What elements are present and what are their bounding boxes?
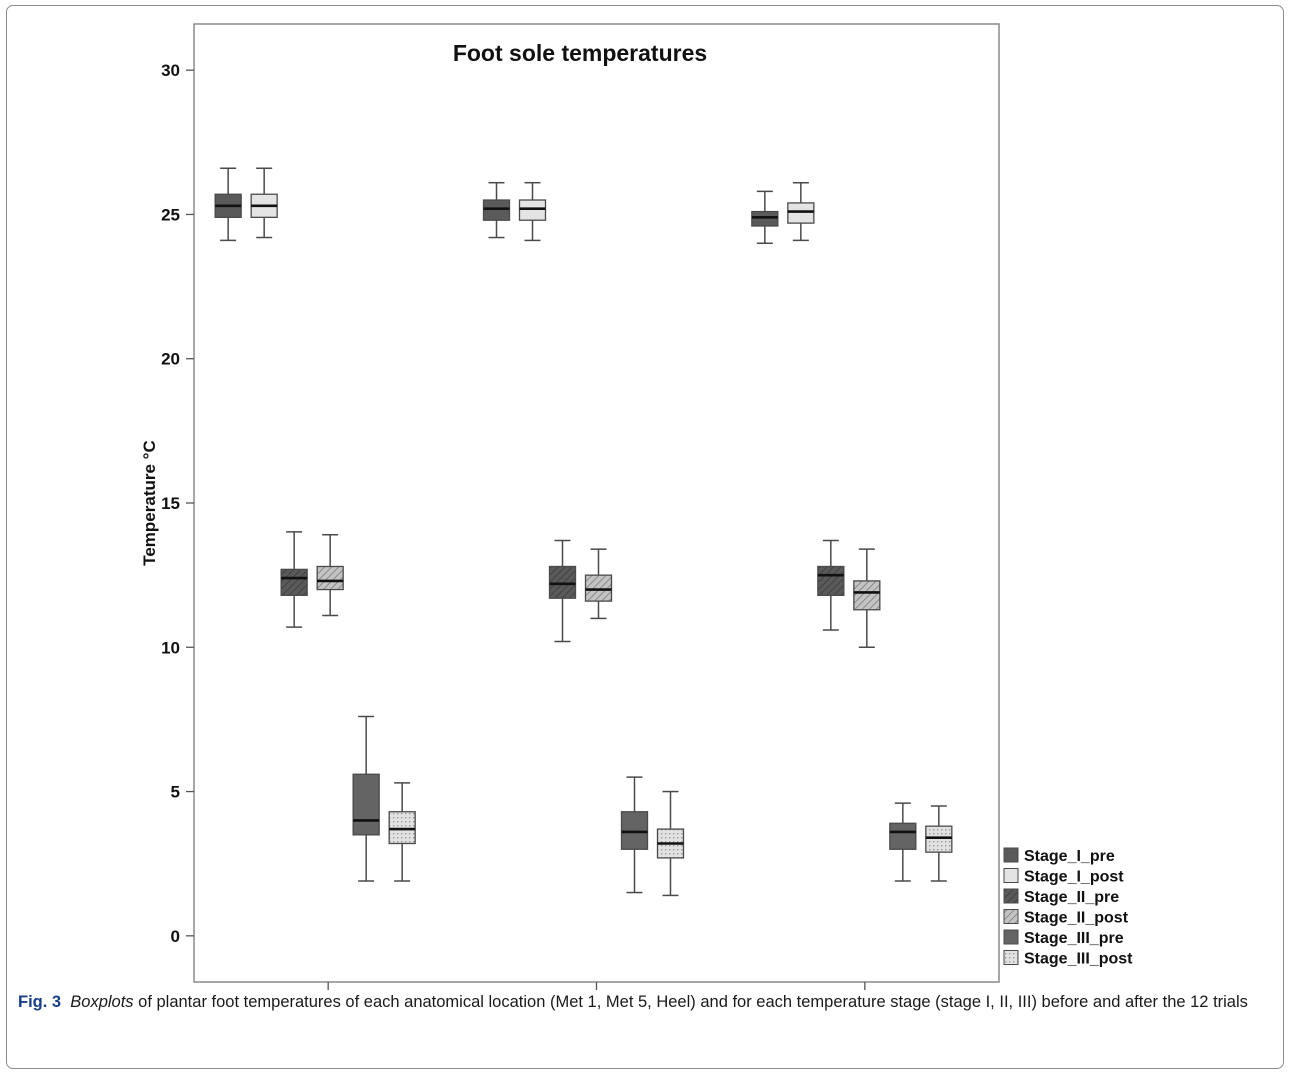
y-axis: 0 5 10 15 20 25 30 (161, 61, 194, 946)
box-iqr (352, 773, 380, 836)
y-tick-label: 20 (161, 350, 180, 369)
legend-swatch (1003, 868, 1019, 883)
box-Stage_II_post-Met-1 (316, 533, 344, 617)
box-iqr (388, 811, 416, 845)
boxplot-chart: Foot sole temperatures Temperature °C 0 5… (140, 23, 1133, 990)
plot-area (193, 23, 1000, 983)
box-iqr (482, 199, 511, 221)
box-iqr (817, 565, 845, 596)
legend-swatch (1003, 909, 1019, 924)
legend-label: Stage_II_pre (1024, 889, 1119, 906)
box-iqr (584, 574, 613, 602)
box-Stage_III_pre-Met-5 (620, 776, 649, 894)
box-Stage_II_post-Met-5 (584, 548, 613, 620)
box-Stage_III_post-Met-5 (656, 790, 685, 897)
box-iqr (853, 580, 881, 611)
box-Stage_I_pre-Met-5 (482, 181, 511, 239)
y-tick-label: 10 (161, 638, 180, 657)
box-Stage_I_post-Met-5 (518, 181, 547, 242)
box-iqr (889, 822, 917, 850)
caption-text: of plantar foot temperatures of each ana… (133, 993, 1248, 1011)
y-tick-label: 0 (171, 927, 180, 946)
box-iqr (316, 565, 344, 591)
legend-swatch (1003, 847, 1019, 863)
box-Stage_II_pre-Heel (817, 539, 845, 631)
box-Stage_I_pre-Heel (751, 190, 779, 245)
box-iqr (280, 568, 308, 596)
y-tick-label: 30 (161, 61, 180, 80)
legend: Stage_I_pre Stage_I_post Stage_II_pre Stage… (1003, 847, 1133, 968)
box-Stage_II_pre-Met-1 (280, 531, 308, 628)
box-Stage_I_post-Heel (787, 181, 815, 242)
x-axis: Met 1Met 5Heel (327, 982, 866, 990)
box-iqr (548, 565, 577, 599)
box-Stage_I_pre-Met-1 (214, 167, 242, 242)
caption-italic: Boxplots (70, 993, 134, 1011)
box-iqr (751, 210, 779, 227)
legend-label: Stage_I_pre (1024, 848, 1115, 865)
box-Stage_II_pre-Met-5 (548, 539, 577, 643)
box-Stage_II_post-Heel (853, 548, 881, 649)
y-tick-label: 15 (161, 494, 180, 513)
box-iqr (620, 811, 649, 850)
y-tick-label: 25 (161, 205, 180, 224)
legend-label: Stage_I_post (1024, 869, 1124, 886)
legend-swatch (1003, 950, 1019, 965)
legend-label: Stage_III_pre (1024, 930, 1124, 947)
box-series (214, 167, 953, 897)
legend-swatch (1003, 929, 1019, 945)
y-axis-label: Temperature °C (140, 440, 159, 566)
box-iqr (787, 202, 815, 224)
legend-label: Stage_II_post (1024, 910, 1129, 927)
caption-label: Fig. 3 (18, 993, 62, 1011)
figure-caption: Fig. 3 Boxplots of plantar foot temperat… (18, 991, 1268, 1014)
legend-label: Stage_III_post (1024, 951, 1133, 968)
box-Stage_I_post-Met-1 (250, 167, 278, 239)
box-Stage_III_pre-Heel (889, 802, 917, 882)
box-Stage_III_post-Heel (925, 805, 953, 882)
figure-frame (6, 5, 1284, 1069)
chart-title: Foot sole temperatures (453, 40, 707, 66)
box-Stage_III_post-Met-1 (388, 782, 416, 882)
box-iqr (518, 199, 547, 221)
y-tick-label: 5 (171, 783, 180, 802)
box-iqr (925, 825, 953, 853)
legend-swatch (1003, 888, 1019, 904)
box-Stage_III_pre-Met-1 (352, 715, 380, 882)
